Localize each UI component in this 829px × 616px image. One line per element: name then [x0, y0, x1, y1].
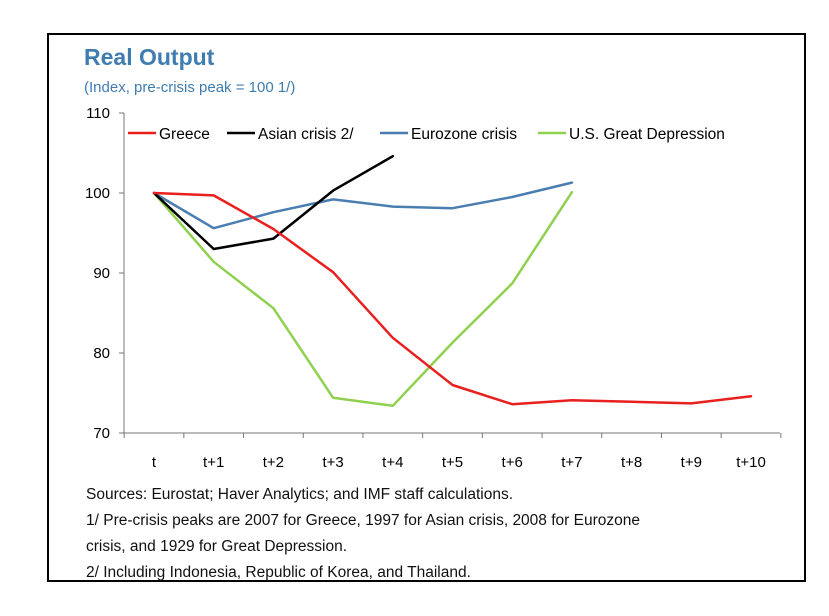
chart-axes: 70 80 90 100 110 t t+1 t+2 t+3 t+4 t+5 t+6 t+7 t+8 t+9… [85, 105, 782, 471]
series-line-asian-crisis-2 [152, 154, 395, 251]
series-line-eurozone-crisis [152, 181, 574, 230]
chart-title: Real Output [84, 44, 215, 70]
legend-label: U.S. Great Depression [569, 126, 725, 143]
note-sources: Sources: Eurostat; Haver Analytics; and … [86, 486, 514, 503]
x-tick-label: t+3 [322, 454, 343, 471]
x-tick-label: t+1 [203, 454, 224, 471]
x-tick-label: t+7 [561, 454, 582, 471]
chart-notes: Sources: Eurostat; Haver Analytics; and … [86, 482, 798, 586]
x-tick-label: t+8 [621, 454, 642, 471]
chart-frame [47, 33, 806, 582]
legend-label: Greece [159, 126, 210, 143]
chart-legend: Greece Asian crisis 2/Eurozone crisis U.S.… [128, 126, 725, 143]
x-tick-label: t+5 [442, 454, 463, 471]
note-1-cont: crisis, and 1929 for Great Depression. [86, 538, 348, 555]
series-layer [152, 154, 753, 408]
series-line-u-s-great-depression [152, 190, 574, 408]
legend-label: Eurozone crisis [411, 126, 517, 143]
x-tick-label: t [152, 454, 157, 471]
y-tick-label: 70 [93, 425, 110, 442]
y-tick-label: 110 [86, 105, 110, 122]
x-tick-label: t+9 [681, 454, 702, 471]
y-tick-label: 80 [93, 345, 110, 362]
x-tick-label: t+10 [736, 454, 766, 471]
x-tick-label: t+4 [382, 454, 403, 471]
x-tick-label: t+6 [502, 454, 523, 471]
chart-subtitle: (Index, pre-crisis peak = 100 1/) [84, 79, 296, 96]
note-2: 2/ Including Indonesia, Republic of Kore… [86, 564, 471, 581]
y-tick-label: 90 [93, 265, 110, 282]
series-line-greece [152, 191, 753, 406]
note-1: 1/ Pre-crisis peaks are 2007 for Greece,… [86, 512, 640, 529]
y-tick-label: 100 [85, 185, 110, 202]
x-tick-label: t+2 [263, 454, 284, 471]
legend-label: Asian crisis 2/ [258, 126, 354, 143]
